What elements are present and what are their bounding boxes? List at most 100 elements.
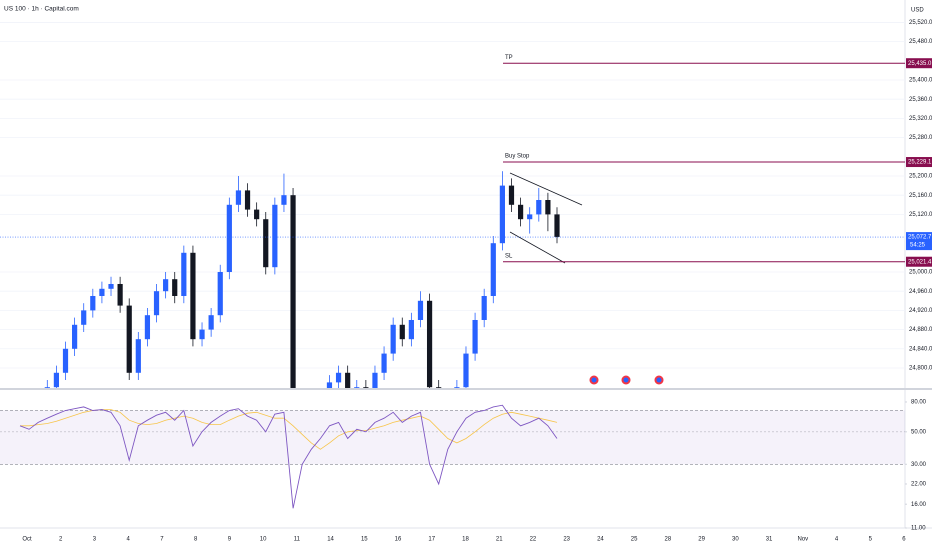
y-tick-label: 25,120.0 <box>909 212 932 218</box>
candle-body <box>408 319 414 340</box>
candle-body <box>472 319 478 354</box>
candle-body <box>72 324 78 349</box>
candle-body <box>226 204 232 272</box>
level-price-label: 25,021.4 <box>908 259 932 265</box>
candle-body <box>536 199 542 215</box>
candle-body <box>354 387 360 388</box>
x-tick-label: 5 <box>869 537 873 543</box>
candle-body <box>554 214 560 237</box>
y2-tick-label: 22.00 <box>911 482 927 488</box>
y2-tick-label: 11.00 <box>911 526 926 532</box>
candle-body <box>117 283 123 306</box>
candle-body <box>499 185 505 244</box>
x-tick-label: 22 <box>530 537 537 543</box>
current-price-label: 25,072.7 <box>908 235 932 241</box>
candle-body <box>399 324 405 340</box>
candle-body <box>345 372 351 388</box>
candle-body <box>290 195 296 388</box>
x-tick-label: 25 <box>631 537 638 543</box>
x-tick-label: 31 <box>766 537 773 543</box>
candle-body <box>372 372 378 388</box>
candle-body <box>463 353 469 388</box>
candle-body <box>81 310 87 325</box>
price-pane: TP Buy Stop SL <box>0 55 905 388</box>
candle-body <box>517 204 524 220</box>
x-tick-label: 24 <box>597 537 604 543</box>
candle-body <box>90 295 96 311</box>
x-tick-label: Oct <box>22 537 32 543</box>
level-label: TP <box>505 55 513 61</box>
rsi-band <box>0 410 905 465</box>
y-tick-label: 24,960.0 <box>909 289 932 295</box>
level-price-box <box>906 58 932 69</box>
level-price-box <box>906 157 932 168</box>
x-tick-label: 23 <box>563 537 570 543</box>
candle-body <box>390 324 396 354</box>
candle-body <box>490 243 496 296</box>
y2-tick-label: 30.00 <box>911 462 927 468</box>
y-tick-label: 25,000.0 <box>909 270 932 276</box>
x-tick-label: 15 <box>361 537 368 543</box>
candle-body <box>208 315 214 330</box>
level-label: SL <box>505 253 513 259</box>
candle-body <box>190 252 196 340</box>
candle-body <box>44 387 50 388</box>
x-tick-label: 14 <box>327 537 334 543</box>
x-tick-label: Nov <box>797 537 808 543</box>
y-tick-label: 24,880.0 <box>909 327 932 333</box>
candle-body <box>281 195 287 205</box>
rsi-pane <box>0 404 905 509</box>
candle-body <box>508 185 515 205</box>
y-tick-label: 25,280.0 <box>909 135 932 141</box>
candle-body <box>254 209 260 220</box>
rsi-ma-line <box>20 409 558 450</box>
y-tick-label: 24,920.0 <box>909 308 932 314</box>
y-tick-label: 25,200.0 <box>909 174 932 180</box>
y-tick-label: 25,520.0 <box>909 20 932 26</box>
level-price-label: 25,435.0 <box>908 61 932 67</box>
channel-bottom <box>509 231 566 264</box>
x-tick-label: 18 <box>462 537 469 543</box>
y-tick-label: 25,320.0 <box>909 116 932 122</box>
axes: 25,520.0 25,480.0 25,400.0 25,360.0 25,320.0… <box>22 20 932 543</box>
chart-title: US 100 · 1h · Capital.com <box>4 6 79 13</box>
candle-body <box>527 214 533 220</box>
y-tick-label: 24,800.0 <box>909 366 932 372</box>
candle-body <box>326 382 333 388</box>
grid <box>0 22 905 369</box>
countdown: 54:25 <box>910 243 926 249</box>
candle-body <box>163 279 169 292</box>
events <box>589 375 664 385</box>
channel-top <box>509 172 583 206</box>
y-tick-label: 24,840.0 <box>909 346 932 352</box>
y-tick-label: 25,480.0 <box>909 39 932 45</box>
currency: USD <box>911 8 924 14</box>
candle-body <box>481 295 487 320</box>
candle-body <box>108 283 114 289</box>
candle-body <box>53 372 60 388</box>
y2-tick-label: 80.00 <box>911 400 927 406</box>
candle-body <box>426 300 433 388</box>
candle-body <box>199 329 205 340</box>
x-tick-label: 28 <box>665 537 672 543</box>
x-tick-label: 21 <box>496 537 503 543</box>
y-tick-label: 25,400.0 <box>909 78 932 84</box>
current-price-box <box>906 232 932 251</box>
y2-tick-label: 50.00 <box>911 429 927 435</box>
x-tick-label: 8 <box>194 537 198 543</box>
y-tick-label: 25,360.0 <box>909 97 932 103</box>
x-tick-label: 29 <box>698 537 705 543</box>
candle-body <box>436 387 442 388</box>
y-tick-label: 25,160.0 <box>909 193 932 199</box>
candle-body <box>263 219 269 268</box>
event-icon-inner <box>656 377 662 383</box>
x-tick-label: 2 <box>59 537 63 543</box>
candle-body <box>235 190 242 205</box>
candle-body <box>363 387 369 388</box>
event-icon-inner <box>623 377 629 383</box>
candle-body <box>454 387 460 388</box>
candle-body <box>153 291 160 316</box>
candle-body <box>335 372 342 383</box>
candle-body <box>272 204 278 268</box>
